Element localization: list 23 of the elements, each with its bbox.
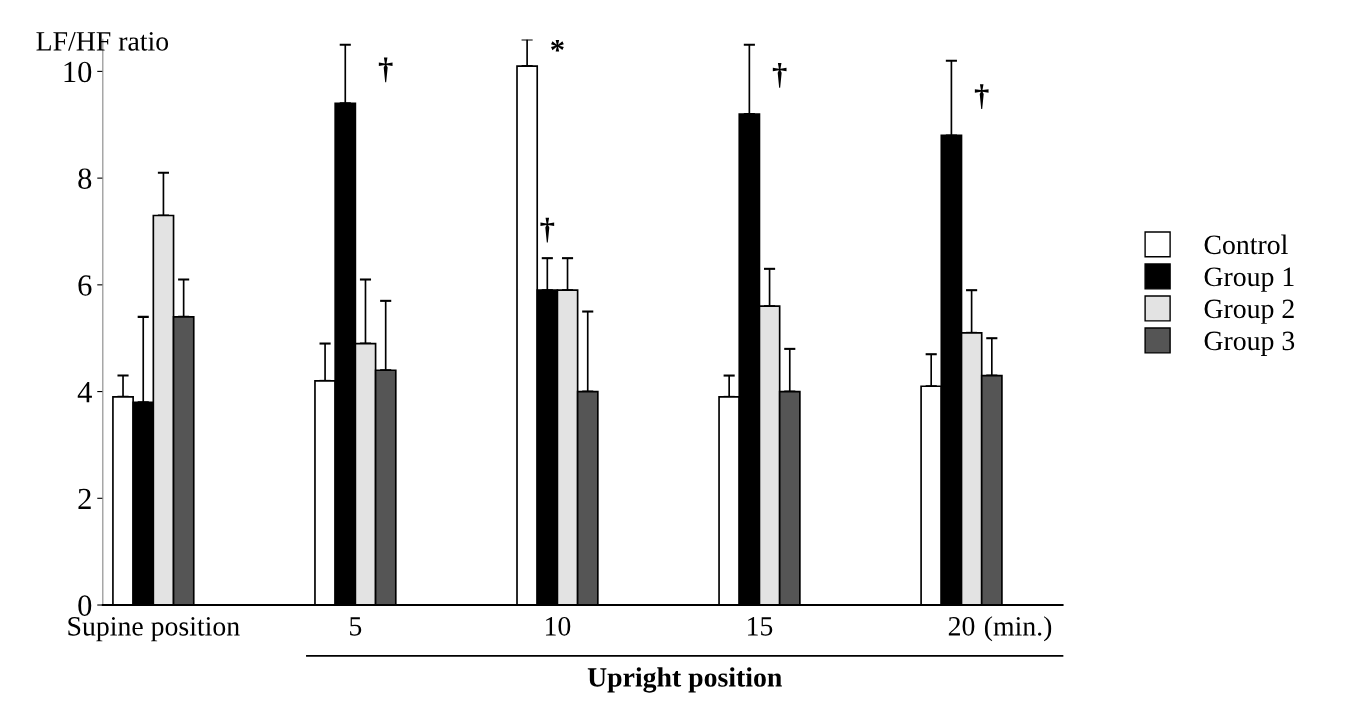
- annotation: *: [551, 39, 564, 52]
- annotation: †: [378, 57, 393, 83]
- x-tick-label: 15: [748, 617, 773, 636]
- text: Upright position: [587, 667, 782, 693]
- x-tick-label: 20: [948, 616, 975, 636]
- text: (min.): [984, 616, 1052, 642]
- legend-label: Group 2: [1204, 299, 1294, 324]
- annotation: †: [974, 84, 989, 110]
- y-tick-label: 0: [78, 595, 92, 616]
- x-tick-label: 5: [350, 617, 362, 636]
- y-tick-label: 10: [64, 61, 92, 83]
- y-tick-label: 8: [78, 168, 92, 190]
- y-tick-label: 2: [78, 488, 91, 509]
- x-tick-label: Supine position: [68, 617, 240, 642]
- annotation: †: [540, 217, 555, 243]
- legend-label: Control: [1204, 234, 1288, 255]
- x-tick-label: 10: [545, 616, 571, 636]
- legend-label: Group 3: [1204, 331, 1295, 356]
- y-axis-title: LF/HF ratio: [36, 32, 169, 51]
- legend-label: Group 1: [1204, 267, 1294, 292]
- y-tick-label: 6: [78, 275, 92, 296]
- y-tick-label: 4: [77, 382, 92, 403]
- annotation: †: [772, 62, 787, 88]
